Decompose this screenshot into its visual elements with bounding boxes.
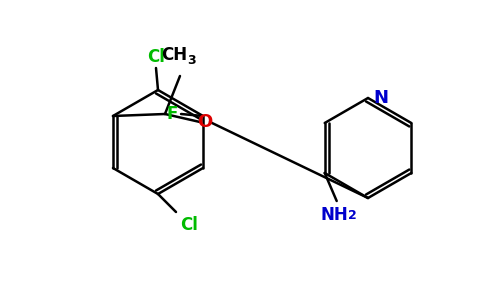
Text: Cl: Cl: [147, 48, 165, 66]
Text: N: N: [373, 89, 388, 107]
Text: Cl: Cl: [180, 216, 198, 234]
Text: O: O: [197, 113, 212, 131]
Text: NH: NH: [321, 206, 348, 224]
Text: 2: 2: [348, 209, 356, 222]
Text: CH: CH: [161, 46, 187, 64]
Text: F: F: [166, 105, 178, 123]
Text: 3: 3: [187, 54, 196, 67]
